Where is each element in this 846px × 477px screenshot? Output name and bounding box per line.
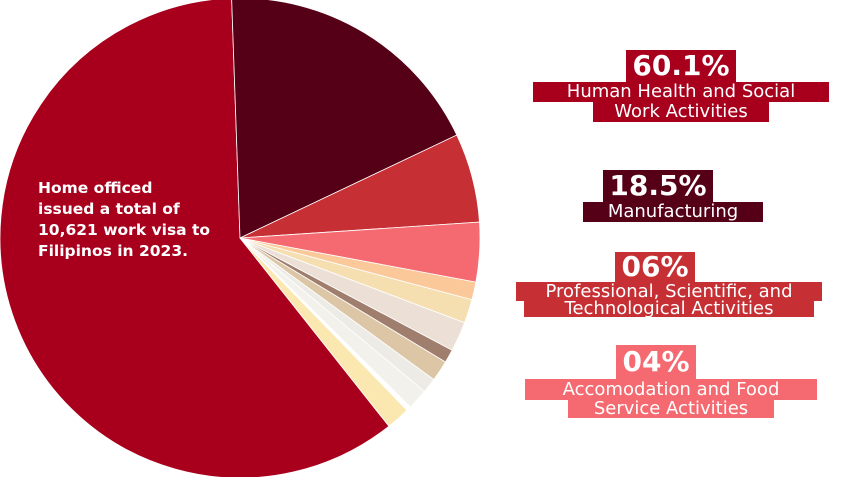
pie-slice (0, 0, 390, 477)
legend-label-line: Accomodation and Food (525, 379, 817, 400)
legend-item-manufacturing: 18.5% Manufacturing (583, 170, 763, 222)
legend-label-line: Work Activities (593, 102, 769, 122)
legend-label: Human Health and Social Work Activities (533, 82, 829, 122)
legend-label-line: Manufacturing (583, 202, 763, 222)
legend-percent: 06% (615, 252, 695, 282)
legend-percent: 60.1% (626, 50, 736, 82)
legend-label-line: Technological Activities (524, 300, 814, 318)
pie-annotation: Home officed issued a total of 10,621 wo… (38, 178, 238, 262)
annotation-line: Home officed (38, 179, 153, 197)
pie-slice (239, 237, 408, 427)
legend-label: Manufacturing (583, 202, 763, 222)
legend-label-line: Professional, Scientific, and (516, 282, 822, 301)
legend-percent: 04% (616, 345, 696, 379)
legend-label-line: Human Health and Social (533, 82, 829, 102)
legend-label: Professional, Scientific, and Technologi… (516, 282, 822, 318)
annotation-line: 10,621 work visa to (38, 221, 211, 239)
annotation-line: Filipinos in 2023. (38, 242, 189, 260)
legend-label: Accomodation and Food Service Activities (525, 379, 817, 418)
legend-item-professional: 06% Professional, Scientific, and Techno… (516, 252, 822, 318)
legend-item-accommodation: 04% Accomodation and Food Service Activi… (525, 345, 817, 418)
legend-item-human-health: 60.1% Human Health and Social Work Activ… (533, 50, 829, 122)
legend-percent: 18.5% (603, 170, 713, 202)
legend-label-line: Service Activities (568, 400, 774, 418)
annotation-line: issued a total of (38, 200, 180, 218)
pie-slice (231, 0, 458, 239)
